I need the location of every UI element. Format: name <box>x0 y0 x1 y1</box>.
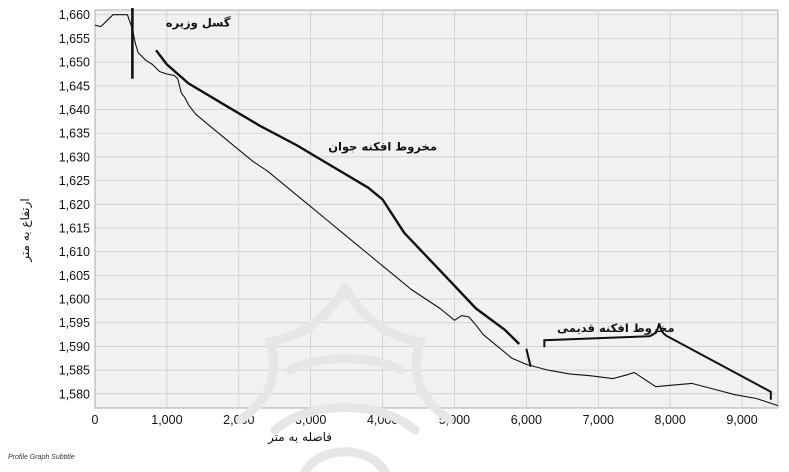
x-tick-label: 2,000 <box>223 413 254 427</box>
y-tick-label: 1,655 <box>59 32 90 46</box>
annotation-label: مخروط افکنه جوان <box>328 139 437 154</box>
x-tick-label: 8,000 <box>655 413 686 427</box>
x-tick-label: 3,000 <box>295 413 326 427</box>
chart-subtitle: Profile Graph Subtitle <box>8 454 75 461</box>
young-fan-line <box>155 49 521 345</box>
y-tick-label: 1,600 <box>59 293 90 307</box>
y-tick-label: 1,620 <box>59 198 90 212</box>
x-axis-title: فاصله به متر <box>267 430 332 445</box>
y-tick-label: 1,650 <box>59 56 90 70</box>
x-tick-label: 0 <box>92 413 99 427</box>
plot-area <box>94 9 779 409</box>
profile-line <box>94 14 779 407</box>
y-tick-label: 1,645 <box>59 79 90 93</box>
x-tick-label: 1,000 <box>151 413 182 427</box>
young-fan-end-tick <box>525 348 532 368</box>
y-tick-label: 1,580 <box>59 387 90 401</box>
y-tick-label: 1,630 <box>59 150 90 164</box>
x-tick-label: 6,000 <box>511 413 542 427</box>
y-tick-label: 1,585 <box>59 364 90 378</box>
old-fan-bracket <box>543 323 772 400</box>
x-tick-label: 9,000 <box>726 413 757 427</box>
x-tick-label: 4,000 <box>367 413 398 427</box>
x-tick-label: 5,000 <box>439 413 470 427</box>
annotation-marks <box>131 8 772 400</box>
y-tick-label: 1,640 <box>59 103 90 117</box>
y-tick-label: 1,610 <box>59 245 90 259</box>
y-axis-title: ارتفاع به متر <box>18 198 33 262</box>
y-tick-label: 1,635 <box>59 127 90 141</box>
y-tick-label: 1,625 <box>59 174 90 188</box>
annotation-label: مخروط افکنه قدیمی <box>557 321 674 336</box>
x-tick-label: 7,000 <box>583 413 614 427</box>
annotations: گسل وزیره مخروط افکنه جوان مخروط افکنه قدی… <box>166 16 675 337</box>
y-tick-label: 1,660 <box>59 8 90 22</box>
annotation-label: گسل وزیره <box>166 16 231 31</box>
y-tick-label: 1,615 <box>59 221 90 235</box>
y-axis-tick-labels: 1,580 1,585 1,590 1,595 1,600 1,605 1,610 1,615… <box>59 8 90 401</box>
y-tick-label: 1,605 <box>59 269 90 283</box>
series-layer <box>94 14 779 407</box>
y-tick-label: 1,590 <box>59 340 90 354</box>
y-tick-label: 1,595 <box>59 316 90 330</box>
